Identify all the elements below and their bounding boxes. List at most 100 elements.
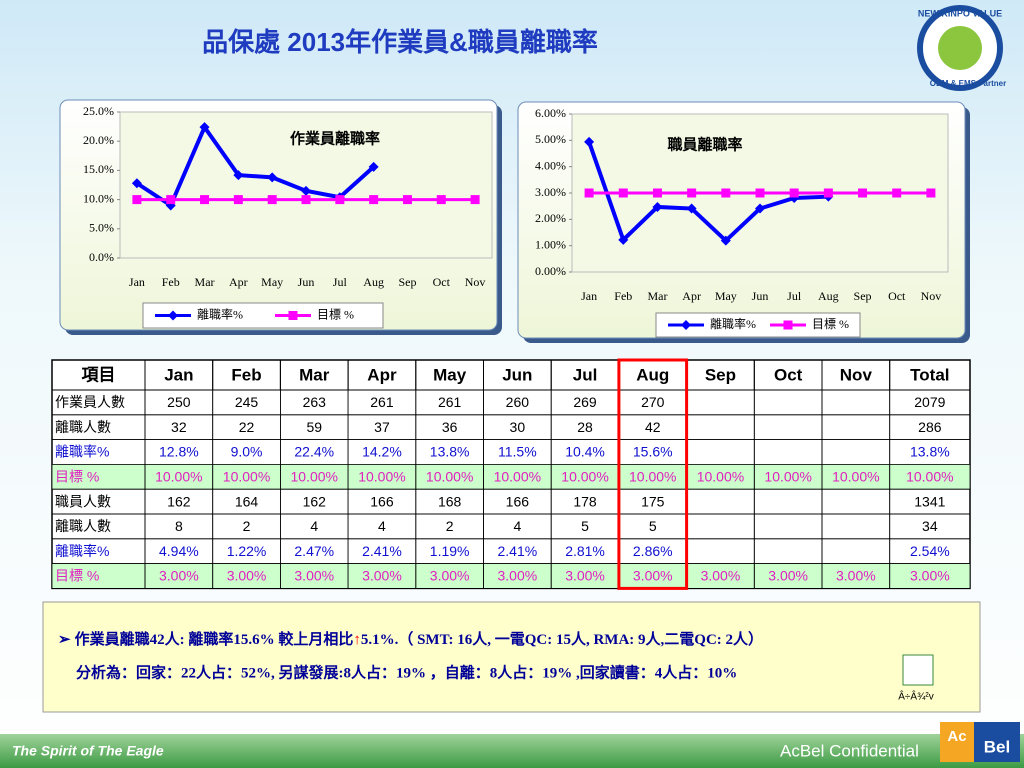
cell-text: 10.00% — [906, 469, 953, 485]
x-tick-label: Aug — [818, 289, 839, 303]
cell-text: 178 — [573, 493, 597, 509]
point — [436, 195, 446, 205]
cell-text: 22.4% — [294, 444, 334, 460]
slogan: The Spirit of The Eagle — [12, 743, 164, 759]
point — [823, 188, 833, 198]
y-tick-label: 3.00% — [535, 185, 566, 199]
cell-text: 34 — [922, 518, 938, 534]
cell-text: 162 — [303, 493, 327, 509]
legend-label: 離職率% — [197, 306, 243, 321]
cell-text: 10.00% — [155, 469, 202, 485]
y-tick-label: 6.00% — [535, 106, 566, 120]
y-tick-label: 10.0% — [83, 191, 114, 205]
cell-text: 37 — [374, 419, 390, 435]
note-box — [42, 601, 981, 713]
cell-text: 10.00% — [764, 469, 811, 485]
cell-text: 14.2% — [362, 444, 402, 460]
cell-text: 離職人數 — [55, 419, 111, 435]
cell-text: 32 — [171, 419, 187, 435]
cell-text: 260 — [506, 394, 530, 410]
y-tick-label: 0.00% — [535, 264, 566, 278]
cell-text: 30 — [510, 419, 526, 435]
cell-text: 離職率% — [55, 543, 109, 559]
legend-label: 離職率% — [710, 316, 756, 331]
brand-box-a — [940, 722, 974, 762]
cell-text: 166 — [370, 493, 394, 509]
cell-text: 5 — [649, 518, 657, 534]
point — [267, 172, 278, 183]
note-text: 作業員離職42人: 離職率15.6% 較上月相比 — [75, 630, 354, 648]
cell-text: 28 — [577, 419, 593, 435]
attachment-label: Â÷Â¾²v — [898, 690, 934, 703]
cell-text: 職員人數 — [55, 493, 111, 509]
series-line — [135, 123, 375, 209]
point — [301, 195, 311, 205]
cell-text: 2 — [446, 518, 454, 534]
header-text: Jul — [573, 365, 598, 384]
point — [652, 188, 662, 198]
cell-text: 離職人數 — [55, 518, 111, 534]
confidential: AcBel Confidential — [780, 741, 919, 760]
cell-text: 10.4% — [565, 444, 605, 460]
x-tick-label: Nov — [921, 289, 942, 303]
header-text: Feb — [231, 365, 261, 384]
x-tick-label: Jun — [298, 275, 315, 289]
cell-text: 4 — [310, 518, 318, 534]
x-tick-label: Sep — [854, 289, 872, 303]
cell-text: 286 — [918, 419, 942, 435]
point — [233, 170, 244, 181]
x-tick-label: Mar — [195, 275, 215, 289]
cell-text: 3.00% — [227, 568, 267, 584]
cell-text: 12.8% — [159, 444, 199, 460]
x-tick-label: Apr — [682, 289, 701, 303]
y-tick-label: 0.0% — [89, 250, 114, 264]
cell-text: 3.00% — [294, 568, 334, 584]
point — [618, 234, 629, 245]
point — [267, 195, 277, 205]
cell-text: 9.0% — [231, 444, 263, 460]
header-text: Aug — [636, 365, 669, 384]
cell-text: 4.94% — [159, 543, 199, 559]
point — [652, 201, 663, 212]
legend-label: 目標 % — [812, 317, 849, 331]
point — [301, 185, 311, 196]
point — [783, 320, 793, 330]
point — [686, 203, 697, 214]
x-tick-label: Jul — [787, 289, 802, 303]
x-tick-label: Jun — [752, 289, 769, 303]
header-text: Nov — [840, 365, 873, 384]
cell-text: 13.8% — [910, 444, 950, 460]
point — [926, 188, 936, 198]
point — [402, 195, 412, 205]
x-tick-label: Aug — [363, 275, 384, 289]
chart-title: 職員離職率 — [667, 135, 742, 153]
cell-text: 2 — [243, 518, 251, 534]
logo-bottom: ODM & EMS Partner — [930, 79, 1006, 88]
cell-text: 10.00% — [223, 469, 270, 485]
table-cell — [889, 563, 971, 589]
cell-text: 5 — [581, 518, 589, 534]
cell-text: 3.00% — [633, 568, 673, 584]
cell-text: 42 — [645, 419, 661, 435]
brand-box-b — [974, 722, 1020, 762]
cell-text: 8 — [175, 518, 183, 534]
point — [470, 195, 480, 205]
point — [681, 320, 691, 330]
y-tick-label: 5.0% — [89, 221, 114, 235]
point — [789, 188, 799, 198]
y-tick-label: 5.00% — [535, 132, 566, 146]
cell-text: 2079 — [914, 394, 945, 410]
point — [720, 235, 731, 246]
logo-core — [938, 26, 982, 70]
cell-text: 3.00% — [430, 568, 470, 584]
y-tick-label: 4.00% — [535, 158, 566, 172]
cell-text: 3.00% — [362, 568, 402, 584]
cell-text: 13.8% — [430, 444, 470, 460]
header-text: Jun — [502, 365, 532, 384]
footer-band — [0, 734, 1024, 768]
x-tick-label: Oct — [433, 275, 451, 289]
cell-text: 270 — [641, 394, 665, 410]
cell-text: 10.00% — [629, 469, 676, 485]
cell-text: 2.41% — [497, 543, 537, 559]
cell-text: 2.54% — [910, 543, 950, 559]
